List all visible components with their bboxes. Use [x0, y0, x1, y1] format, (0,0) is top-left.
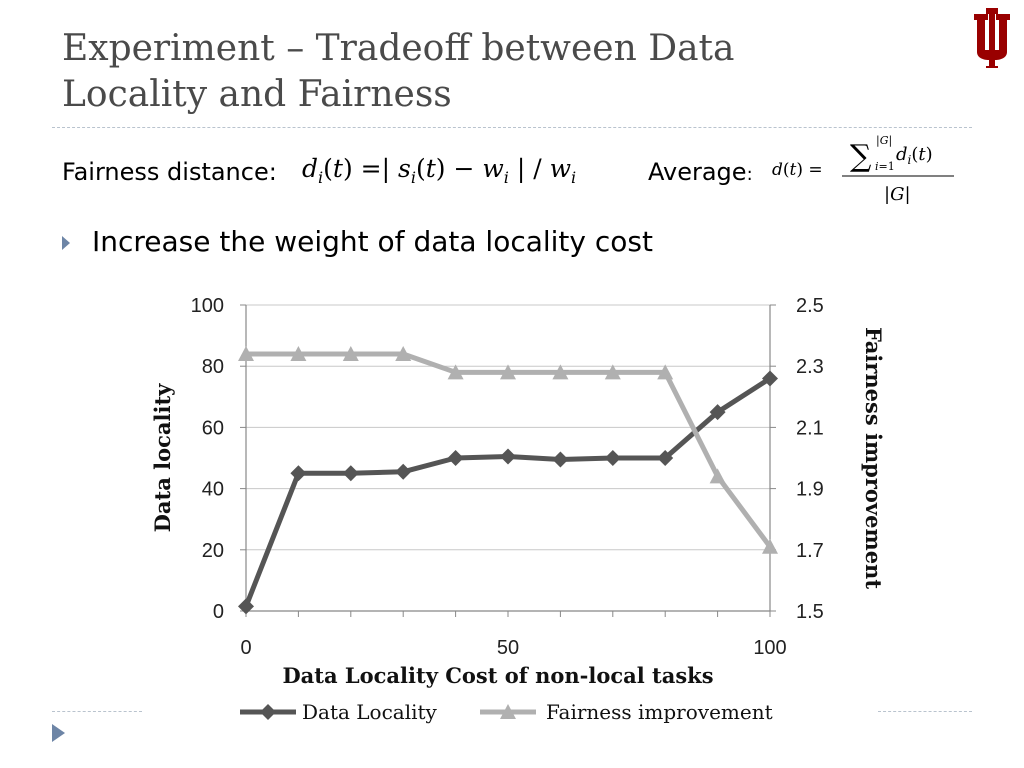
data-point-marker [552, 364, 569, 380]
top-divider [52, 127, 972, 128]
data-point-marker [238, 345, 254, 361]
line-chart: 0 20 40 60 80 100 1.5 1.7 1.9 2.1 2.3 2.5 0 50 100 Dat… [150, 295, 886, 724]
y-left-tick-label: 0 [213, 601, 224, 623]
y-axis-left-title: Data locality [150, 383, 175, 532]
y-right-tick-label: 1.5 [796, 601, 824, 623]
data-point-marker [604, 450, 621, 466]
data-point-marker [709, 468, 726, 484]
data-point-marker [447, 450, 464, 466]
y-left-tick-label: 80 [202, 356, 224, 378]
chart-ticks: 0 20 40 60 80 100 1.5 1.7 1.9 2.1 2.3 2.5 0 50 100 [191, 295, 824, 659]
data-point-marker [762, 538, 778, 554]
bottom-divider-right [878, 711, 972, 712]
legend-label: Fairness improvement [546, 700, 773, 724]
y-right-tick-label: 2.5 [796, 295, 824, 317]
data-point-marker [604, 364, 621, 380]
fairness-distance-label: Fairness distance: [62, 158, 277, 186]
y-right-tick-label: 1.7 [796, 540, 824, 562]
legend-marker [500, 704, 516, 719]
svg-text:d(t) =: d(t) = [772, 160, 823, 180]
data-point-marker [290, 345, 307, 361]
average-label: Average: [648, 158, 753, 186]
x-tick-label: 50 [497, 637, 519, 659]
y-left-tick-label: 40 [202, 479, 224, 501]
data-point-marker [657, 450, 674, 466]
data-point-marker [395, 345, 412, 361]
svg-text:∑: ∑ [850, 139, 872, 174]
data-point-marker [342, 465, 359, 482]
data-point-marker [657, 364, 674, 380]
x-tick-label: 0 [240, 637, 251, 659]
data-point-marker [552, 451, 569, 468]
data-point-marker [709, 404, 726, 421]
chart-series [238, 345, 778, 615]
y-right-tick-label: 1.9 [796, 479, 824, 501]
series-line-data-locality [243, 376, 772, 608]
y-right-tick-label: 2.3 [796, 356, 824, 378]
formula-row: Fairness distance: di(t) =| si(t) − wi |… [62, 134, 982, 220]
x-axis-title: Data Locality Cost of non-local tasks [282, 663, 713, 688]
y-left-tick-label: 60 [202, 417, 224, 439]
y-right-tick-label: 2.1 [796, 417, 824, 439]
next-slide-arrow-icon[interactable] [52, 724, 65, 742]
y-axis-right-title: Fairness improvement [861, 327, 886, 589]
average-formula: d(t) = ∑ |G| i=1 di(t) |G| [772, 134, 954, 205]
svg-text:di(t): di(t) [896, 144, 933, 167]
slide-title: Experiment – Tradeoff between Data Local… [62, 28, 735, 115]
svg-text:|G|: |G| [884, 184, 911, 205]
x-tick-label: 100 [753, 637, 786, 659]
data-point-marker [447, 364, 464, 380]
legend-label: Data Locality [302, 700, 438, 724]
data-point-marker [290, 465, 307, 482]
bullet-arrow-icon [62, 236, 70, 250]
y-left-tick-label: 20 [202, 540, 224, 562]
data-point-marker [762, 370, 778, 387]
data-point-marker [342, 345, 359, 361]
data-point-marker [238, 598, 254, 615]
svg-text:|G|: |G| [876, 134, 892, 148]
chart-legend: Data Locality Fairness improvement [240, 700, 773, 724]
data-point-marker [500, 448, 516, 465]
bottom-divider-left [52, 711, 142, 712]
svg-text:i=1: i=1 [875, 160, 895, 173]
data-point-marker [395, 463, 412, 480]
data-point-marker [500, 364, 516, 380]
legend-marker [260, 704, 276, 720]
bullet-text: Increase the weight of data locality cos… [92, 225, 653, 258]
university-logo-icon [974, 8, 1010, 68]
fairness-distance-formula: di(t) =| si(t) − wi | / wi [302, 154, 577, 187]
y-left-tick-label: 100 [191, 295, 224, 317]
